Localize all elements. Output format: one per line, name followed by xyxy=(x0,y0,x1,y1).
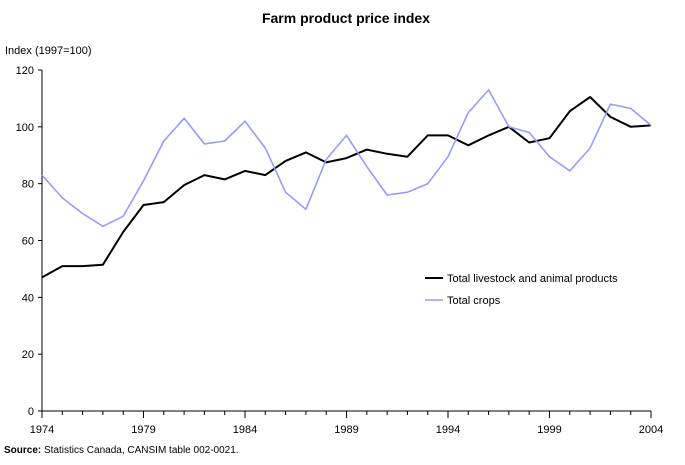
x-tick-label: 1999 xyxy=(537,424,561,436)
y-tick-label: 80 xyxy=(22,179,34,191)
y-tick-label: 40 xyxy=(22,292,34,304)
series-line-livestock xyxy=(41,96,652,279)
series-line-crops xyxy=(41,89,652,228)
x-tick-label: 1994 xyxy=(436,424,460,436)
source-text: Statistics Canada, CANSIM table 002-0021… xyxy=(41,445,239,456)
y-tick-label: 100 xyxy=(16,122,34,134)
x-tick-label: 1989 xyxy=(334,424,358,436)
y-tick-label: 0 xyxy=(28,406,34,418)
legend: Total livestock and animal products Total… xyxy=(425,273,618,307)
source-label: Source: xyxy=(4,445,42,456)
y-tick-label: 20 xyxy=(22,349,34,361)
y-tick-label: 60 xyxy=(22,236,34,248)
legend-label: Total crops xyxy=(447,295,501,307)
x-tick-label: 1974 xyxy=(30,424,54,436)
x-tick-label: 2004 xyxy=(639,424,663,436)
source-note: Source: Statistics Canada, CANSIM table … xyxy=(4,445,239,456)
y-tick-label: 120 xyxy=(16,65,34,77)
x-tick-label: 1979 xyxy=(131,424,155,436)
y-axis-label: Index (1997=100) xyxy=(5,45,92,57)
chart-title: Farm product price index xyxy=(262,10,430,26)
series-lines xyxy=(41,89,652,279)
x-tick-label: 1984 xyxy=(233,424,257,436)
legend-label: Total livestock and animal products xyxy=(447,273,618,285)
axes: 0 20 40 60 80 100 120 1974 1979 1984 1989 1994 1999 2… xyxy=(16,65,664,436)
